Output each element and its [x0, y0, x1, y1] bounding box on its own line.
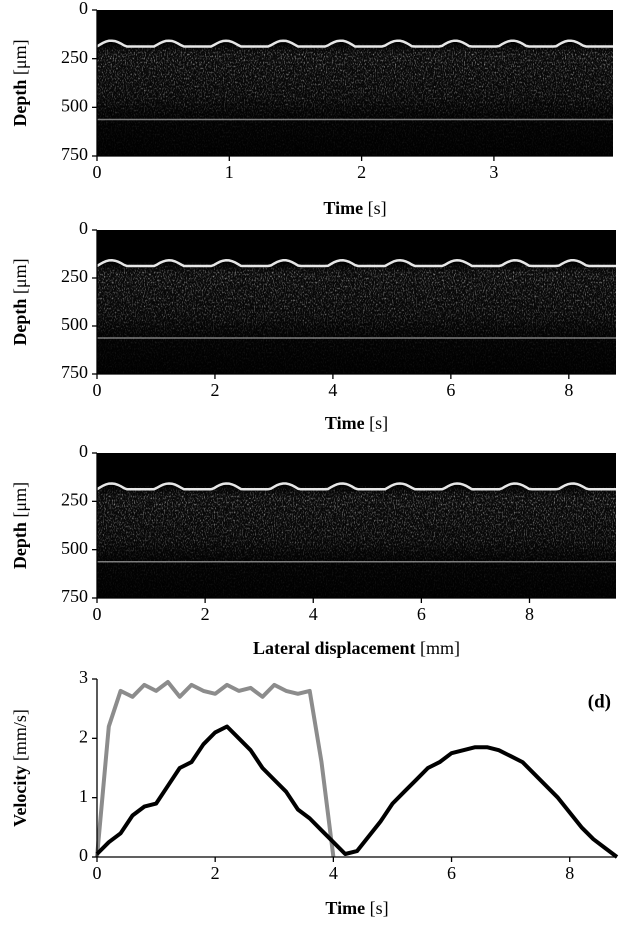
y-tick-label: 1 [79, 786, 88, 806]
y-tick-label: 250 [61, 266, 88, 286]
y-tick-label: 750 [61, 144, 88, 164]
panel-label: (d) [588, 691, 611, 712]
surface-reflection [96, 39, 613, 48]
x-tick-label: 8 [564, 380, 573, 400]
panel-label: (a) [585, 22, 607, 43]
x-label-name: Time [325, 413, 365, 433]
y-label-name: Velocity [10, 766, 30, 827]
y-axis-label: Velocity [mm/s] [10, 709, 30, 827]
x-tick-label: 2 [211, 863, 220, 883]
x-tick-label: 0 [93, 604, 102, 624]
x-tick-label: 2 [210, 380, 219, 400]
x-label-unit: [s] [370, 898, 389, 918]
y-tick-label: 2 [79, 726, 88, 746]
x-label-unit: [s] [368, 198, 387, 218]
panel-label: (b) [587, 242, 610, 263]
y-label-name: Depth [10, 80, 30, 127]
image-shading [97, 453, 616, 598]
y-axis-label: Depth [μm] [10, 482, 30, 569]
x-label-unit: [s] [369, 413, 388, 433]
y-label-unit: [μm] [10, 258, 30, 294]
x-tick-label: 0 [93, 162, 102, 182]
x-label-name: Time [323, 198, 363, 218]
y-tick-label: 500 [61, 314, 88, 334]
x-tick-label: 8 [565, 863, 574, 883]
y-tick-label: 0 [79, 441, 88, 461]
x-tick-label: 6 [417, 604, 426, 624]
x-tick-label: 4 [309, 604, 318, 624]
x-label-unit: [mm] [420, 638, 460, 658]
y-tick-label: 750 [61, 586, 88, 606]
x-axis-label: Time [s] [323, 198, 386, 218]
x-tick-label: 6 [446, 380, 455, 400]
x-tick-label: 2 [357, 162, 366, 182]
image-shading [97, 10, 613, 156]
x-label-name: Time [325, 898, 365, 918]
x-tick-label: 2 [201, 604, 210, 624]
x-tick-label: 6 [447, 863, 456, 883]
image-shading [97, 230, 616, 374]
velocity-line [95, 724, 619, 859]
y-label-unit: [mm/s] [10, 709, 30, 761]
y-tick-label: 750 [61, 362, 88, 382]
x-axis-label: Time [s] [325, 413, 388, 433]
y-label-unit: [μm] [10, 482, 30, 518]
x-axis-label: Lateral displacement [mm] [253, 638, 460, 658]
x-tick-label: 0 [93, 380, 102, 400]
surface-reflection [96, 482, 616, 491]
x-tick-label: 4 [328, 380, 337, 400]
y-tick-label: 0 [79, 0, 88, 18]
x-axis-label: Time [s] [325, 898, 388, 918]
y-label-name: Depth [10, 299, 30, 346]
y-tick-label: 250 [61, 489, 88, 509]
x-label-name: Lateral displacement [253, 638, 415, 658]
x-tick-label: 0 [93, 863, 102, 883]
x-tick-label: 4 [329, 863, 338, 883]
y-axis-label: Depth [μm] [10, 39, 30, 126]
y-tick-label: 500 [61, 95, 88, 115]
y-tick-label: 0 [79, 218, 88, 238]
x-tick-label: 1 [225, 162, 234, 182]
y-tick-label: 500 [61, 538, 88, 558]
x-tick-label: 3 [489, 162, 498, 182]
surface-reflection [96, 258, 616, 268]
panel-label: (c) [589, 465, 610, 486]
y-axis-label: Depth [μm] [10, 258, 30, 345]
velocity-line [95, 680, 336, 858]
y-tick-label: 0 [79, 845, 88, 865]
x-tick-label: 8 [525, 604, 534, 624]
y-label-unit: [μm] [10, 39, 30, 75]
y-tick-label: 250 [61, 47, 88, 67]
y-tick-label: 3 [79, 667, 88, 687]
y-label-name: Depth [10, 522, 30, 569]
